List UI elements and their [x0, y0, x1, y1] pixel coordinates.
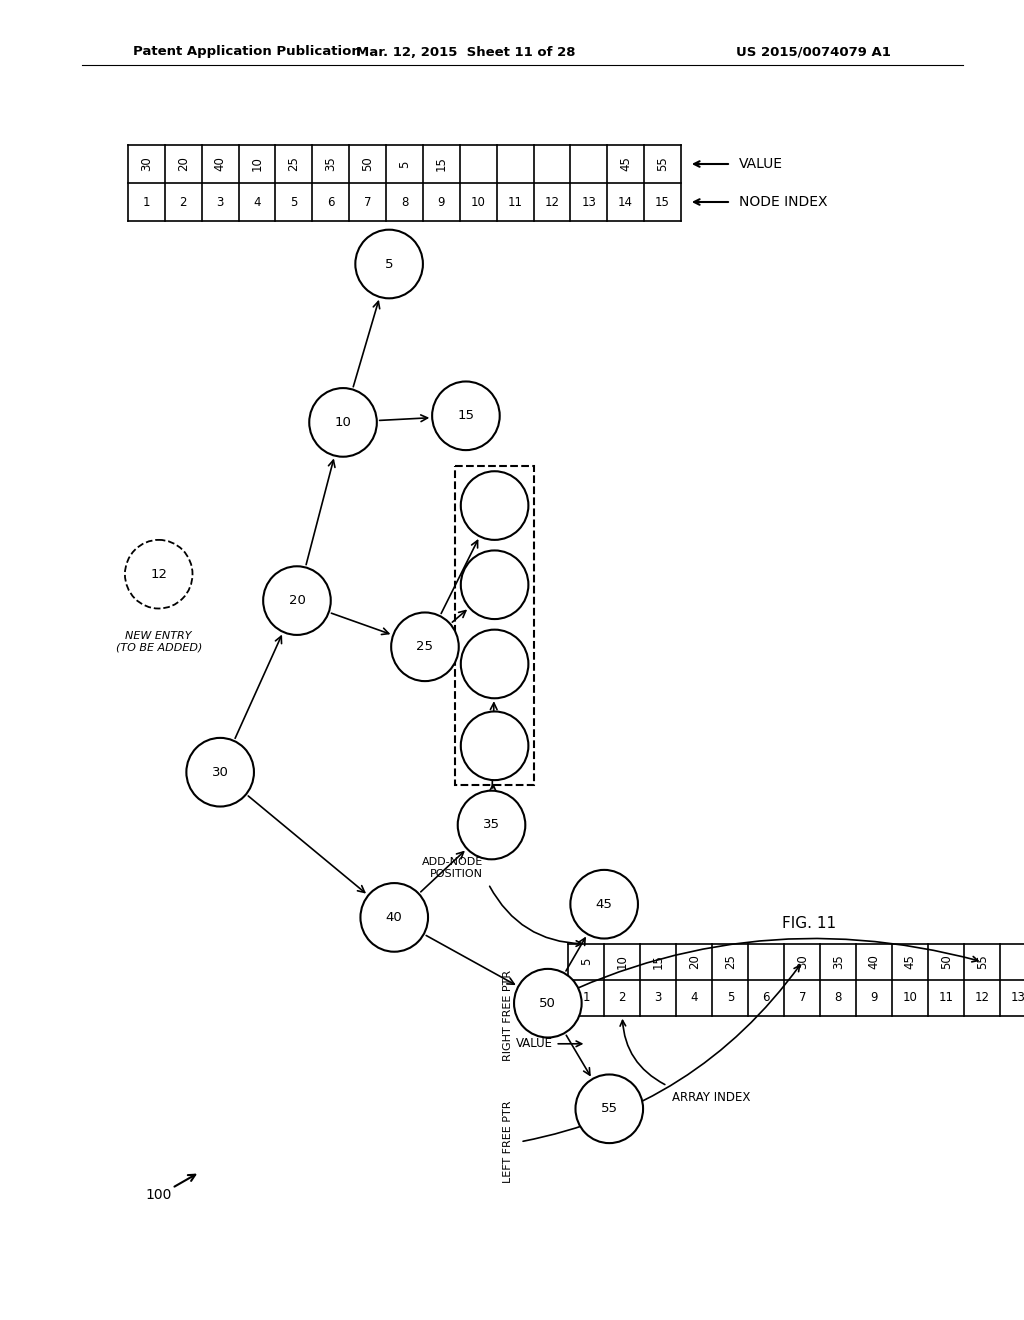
Text: 100: 100	[145, 1188, 172, 1201]
Text: 20: 20	[289, 594, 305, 607]
Ellipse shape	[458, 791, 525, 859]
Text: 5: 5	[727, 991, 734, 1005]
Text: 9: 9	[870, 991, 878, 1005]
Ellipse shape	[461, 711, 528, 780]
Text: 7: 7	[364, 195, 372, 209]
Text: 30: 30	[212, 766, 228, 779]
Text: NODE INDEX: NODE INDEX	[739, 195, 827, 209]
Text: 25: 25	[417, 640, 433, 653]
Text: 50: 50	[940, 954, 952, 969]
Bar	[455, 466, 535, 785]
Ellipse shape	[186, 738, 254, 807]
Text: 25: 25	[288, 157, 300, 172]
Text: 50: 50	[361, 157, 374, 172]
Text: 2: 2	[618, 991, 626, 1005]
Text: 45: 45	[904, 954, 916, 969]
Text: 10: 10	[903, 991, 918, 1005]
Text: LEFT FREE PTR: LEFT FREE PTR	[504, 1101, 513, 1183]
Text: 55: 55	[601, 1102, 617, 1115]
Text: 1: 1	[142, 195, 151, 209]
Text: 7: 7	[799, 991, 806, 1005]
Ellipse shape	[360, 883, 428, 952]
Ellipse shape	[461, 550, 528, 619]
Text: 45: 45	[596, 898, 612, 911]
Text: ARRAY INDEX: ARRAY INDEX	[673, 1090, 751, 1104]
Text: 1: 1	[583, 991, 590, 1005]
Text: 35: 35	[831, 954, 845, 969]
Ellipse shape	[125, 540, 193, 609]
Text: 11: 11	[939, 991, 953, 1005]
Text: 20: 20	[688, 954, 700, 969]
Text: 11: 11	[508, 195, 522, 209]
Text: 2: 2	[179, 195, 187, 209]
Text: 55: 55	[656, 157, 669, 172]
Text: 20: 20	[177, 157, 189, 172]
Text: Patent Application Publication: Patent Application Publication	[133, 45, 360, 58]
Text: 14: 14	[618, 195, 633, 209]
Text: 55: 55	[976, 954, 989, 969]
Text: 15: 15	[458, 409, 474, 422]
Text: 9: 9	[437, 195, 445, 209]
Text: ADD-NODE
POSITION: ADD-NODE POSITION	[422, 857, 483, 879]
Ellipse shape	[391, 612, 459, 681]
Text: 15: 15	[655, 195, 670, 209]
Text: 3: 3	[654, 991, 662, 1005]
Text: 4: 4	[690, 991, 698, 1005]
Text: 12: 12	[975, 991, 990, 1005]
Text: 3: 3	[216, 195, 224, 209]
Text: 15: 15	[652, 954, 665, 969]
Text: 40: 40	[867, 954, 881, 969]
Ellipse shape	[575, 1074, 643, 1143]
Text: 6: 6	[327, 195, 335, 209]
Text: 5: 5	[290, 195, 298, 209]
Text: 13: 13	[582, 195, 596, 209]
Text: 35: 35	[325, 157, 337, 172]
Text: 5: 5	[385, 257, 393, 271]
Text: 12: 12	[545, 195, 559, 209]
Text: 35: 35	[483, 818, 500, 832]
Text: 30: 30	[140, 157, 153, 172]
Ellipse shape	[461, 471, 528, 540]
Ellipse shape	[461, 630, 528, 698]
Text: 25: 25	[724, 954, 737, 969]
Text: Mar. 12, 2015  Sheet 11 of 28: Mar. 12, 2015 Sheet 11 of 28	[356, 45, 575, 58]
Text: VALUE: VALUE	[516, 1038, 553, 1051]
Text: 5: 5	[398, 160, 411, 168]
Text: US 2015/0074079 A1: US 2015/0074079 A1	[736, 45, 891, 58]
Text: 10: 10	[471, 195, 485, 209]
Text: 10: 10	[335, 416, 351, 429]
Text: 8: 8	[835, 991, 842, 1005]
Text: VALUE: VALUE	[739, 157, 783, 172]
Text: FIG. 11: FIG. 11	[782, 916, 836, 932]
Text: 45: 45	[620, 157, 632, 172]
Ellipse shape	[570, 870, 638, 939]
Text: 10: 10	[615, 954, 629, 969]
Text: RIGHT FREE PTR: RIGHT FREE PTR	[504, 970, 513, 1061]
Text: 5: 5	[580, 958, 593, 965]
Text: 8: 8	[400, 195, 409, 209]
Text: 6: 6	[763, 991, 770, 1005]
Ellipse shape	[355, 230, 423, 298]
Text: 12: 12	[151, 568, 167, 581]
Text: 40: 40	[386, 911, 402, 924]
Text: 30: 30	[796, 954, 809, 969]
Text: 10: 10	[251, 157, 263, 172]
Ellipse shape	[263, 566, 331, 635]
Ellipse shape	[514, 969, 582, 1038]
Text: NEW ENTRY
(TO BE ADDED): NEW ENTRY (TO BE ADDED)	[116, 631, 202, 652]
Text: 40: 40	[214, 157, 226, 172]
Ellipse shape	[432, 381, 500, 450]
Text: 4: 4	[253, 195, 261, 209]
Ellipse shape	[309, 388, 377, 457]
Text: 15: 15	[435, 157, 447, 172]
Text: 50: 50	[540, 997, 556, 1010]
Text: 13: 13	[1011, 991, 1024, 1005]
